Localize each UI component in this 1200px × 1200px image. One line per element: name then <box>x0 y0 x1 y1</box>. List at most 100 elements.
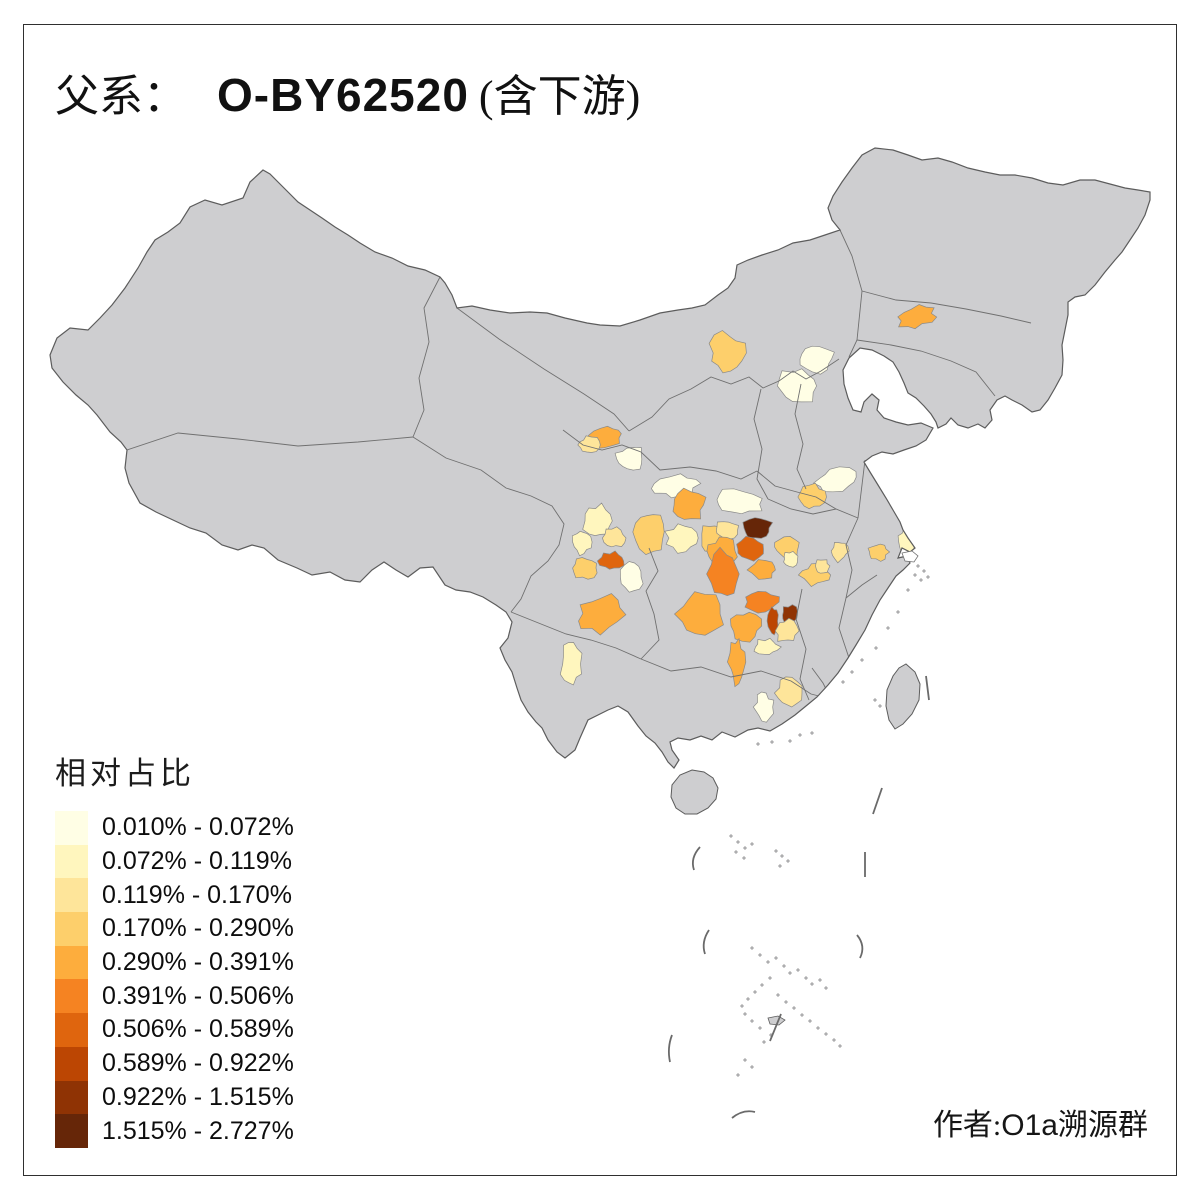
province-border-line <box>640 547 660 660</box>
legend-swatch-9 <box>55 1080 88 1115</box>
islet-speck <box>750 842 754 846</box>
legend-swatch-10 <box>55 1114 88 1148</box>
map-region-32 <box>744 591 780 614</box>
islet-speck <box>850 670 854 674</box>
spratly-islet <box>767 1015 786 1026</box>
islet-speck <box>874 646 878 650</box>
islet-speck <box>873 698 877 702</box>
province-borders <box>126 229 1032 701</box>
islet-speck <box>750 1019 754 1023</box>
islet-speck <box>762 1040 766 1044</box>
colored-regions <box>559 304 938 723</box>
legend-row: 1.515% - 2.727% <box>55 1114 294 1148</box>
legend-rows: 0.010% - 0.072% 0.072% - 0.119% 0.119% - 0… <box>55 811 294 1148</box>
islet-speck <box>760 983 764 987</box>
map-region-39 <box>753 637 782 655</box>
islet-speck <box>776 993 780 997</box>
province-border-line <box>794 383 807 490</box>
islet-speck <box>824 1032 828 1036</box>
islet-speck <box>774 956 778 960</box>
legend-range-label: 0.072% - 0.119% <box>102 847 292 876</box>
taiwan-island <box>885 663 921 730</box>
province-border-line <box>767 498 859 519</box>
islet-speck <box>743 846 747 850</box>
islet-speck <box>796 968 800 972</box>
title-haplogroup: O-BY62520 <box>217 69 469 121</box>
legend-range-label: 0.290% - 0.391% <box>102 948 294 977</box>
province-border-line <box>861 290 1032 324</box>
map-region-29 <box>830 542 850 564</box>
map-region-44 <box>596 550 625 570</box>
islet-speck <box>786 859 790 863</box>
nine-dash-line <box>667 675 930 1119</box>
legend-swatch-7 <box>55 1013 88 1047</box>
islet-speck <box>778 864 782 868</box>
legend-range-label: 0.119% - 0.170% <box>102 880 292 909</box>
map-region-5 <box>812 466 857 493</box>
legend-row: 0.391% - 0.506% <box>55 979 294 1014</box>
map-region-41 <box>752 691 775 723</box>
islet-speck <box>878 704 882 708</box>
map-region-45 <box>619 561 644 593</box>
attribution-prefix: 作者: <box>932 1109 1002 1142</box>
nine-dash-segment <box>691 846 701 871</box>
map-region-19 <box>716 521 740 540</box>
province-border-line <box>857 459 866 519</box>
islet-speck <box>742 856 746 860</box>
map-region-35 <box>730 611 763 643</box>
map-region-1 <box>897 304 938 330</box>
islet-speck <box>768 976 772 980</box>
nine-dash-segment <box>769 1013 782 1042</box>
province-border-line <box>856 339 996 397</box>
attribution-suffix: 溯源群 <box>1058 1109 1148 1142</box>
map-region-17 <box>664 523 699 554</box>
map-region-26 <box>746 559 776 580</box>
islet-speck <box>816 1026 820 1030</box>
nine-dash-segment <box>702 929 710 955</box>
islet-speck <box>798 733 802 737</box>
title-prefix: 父系： <box>55 72 187 121</box>
islet-speck <box>860 658 864 662</box>
province-border-line <box>562 429 758 480</box>
map-region-25 <box>783 550 799 568</box>
nine-dash-segment <box>731 1110 756 1119</box>
island-specks <box>729 564 930 1077</box>
map-region-42 <box>559 642 583 686</box>
map-region-3 <box>799 345 835 375</box>
islet-speck <box>916 564 920 568</box>
legend-swatch-3 <box>55 878 88 913</box>
map-region-34 <box>766 606 779 636</box>
legend-row: 0.119% - 0.170% <box>55 878 294 913</box>
islet-speck <box>922 569 926 573</box>
islet-speck <box>740 1004 744 1008</box>
map-region-2 <box>708 330 747 374</box>
map-region-14 <box>571 530 593 557</box>
title-suffix: (含下游) <box>478 72 641 121</box>
islet-speck <box>736 840 740 844</box>
islet-speck <box>770 740 774 744</box>
legend-range-label: 0.506% - 0.589% <box>102 1015 294 1044</box>
legend-row: 0.922% - 1.515% <box>55 1080 294 1115</box>
attribution-group: O1a <box>1001 1109 1058 1142</box>
islet-speck <box>746 997 750 1001</box>
islet-speck <box>774 849 778 853</box>
map-region-37 <box>774 617 800 642</box>
islet-speck <box>832 1038 836 1042</box>
islet-speck <box>886 626 890 630</box>
province-border-line <box>126 432 414 451</box>
islet-speck <box>792 1006 796 1010</box>
map-region-20 <box>742 517 774 539</box>
legend-swatch-8 <box>55 1046 88 1081</box>
map-region-46 <box>572 557 598 580</box>
islet-speck <box>906 588 910 592</box>
islet-speck <box>784 1000 788 1004</box>
province-border-line <box>756 470 837 510</box>
islet-speck <box>810 982 814 986</box>
map-region-40 <box>773 676 803 708</box>
national-border <box>49 147 1151 769</box>
map-region-4 <box>777 368 817 403</box>
islet-speck <box>758 1026 762 1030</box>
map-region-36 <box>673 591 724 636</box>
islet-speck <box>808 1019 812 1023</box>
